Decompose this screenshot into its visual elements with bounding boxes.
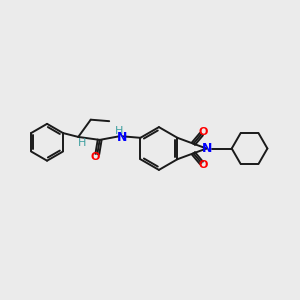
Text: H: H <box>78 139 86 148</box>
Text: H: H <box>115 126 123 136</box>
Text: O: O <box>198 128 208 137</box>
Text: O: O <box>91 152 100 162</box>
Text: O: O <box>198 160 208 170</box>
Text: N: N <box>202 142 212 155</box>
Text: N: N <box>117 131 127 144</box>
